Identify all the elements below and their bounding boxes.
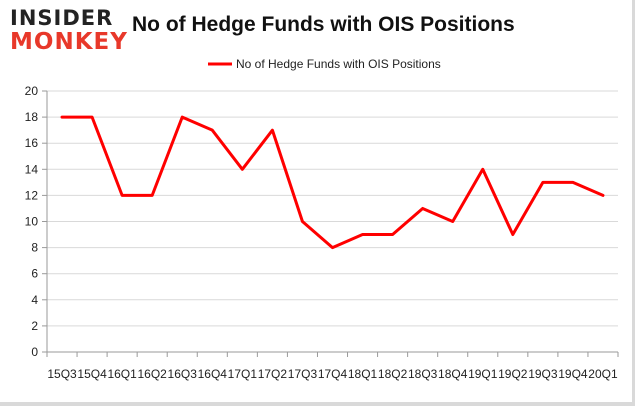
- x-axis-ticks: 15Q3 15Q4 16Q1 16Q2 16Q3 16Q4 17Q1 17Q2 17Q3 17Q4…: [46, 352, 619, 381]
- x-tick-label-19Q1: 19Q1: [468, 367, 498, 381]
- y-tick-label-8: 8: [31, 241, 38, 255]
- x-tick-label-19Q4: 19Q4: [558, 367, 588, 381]
- series-line-0: [60, 115, 605, 250]
- chart-title: No of Hedge Funds with OIS Positions: [132, 13, 515, 36]
- y-tick-label-6: 6: [31, 267, 38, 281]
- x-tick-label-17Q2: 17Q2: [258, 367, 288, 381]
- x-tick-label-17Q3: 17Q3: [288, 367, 318, 381]
- legend: No of Hedge Funds with OIS Positions: [208, 57, 441, 71]
- y-tick-label-4: 4: [31, 293, 38, 307]
- x-tick-label-16Q1: 16Q1: [107, 367, 137, 381]
- y-tick-label-12: 12: [25, 188, 39, 202]
- series-group: [60, 115, 605, 250]
- y-tick-label-16: 16: [25, 136, 39, 150]
- y-axis-ticks: 0 2 4 6 8 10 12 14 16 18 20: [25, 84, 47, 359]
- line-chart: 0 2 4 6 8 10 12 14 16 18 20 15Q3 15Q4 16Q1 16Q2 16Q3 16…: [25, 57, 619, 381]
- y-tick-label-18: 18: [25, 110, 39, 124]
- x-tick-label-16Q3: 16Q3: [168, 367, 198, 381]
- x-tick-label-16Q2: 16Q2: [138, 367, 168, 381]
- insider-monkey-logo: INSIDER MONKEY: [10, 6, 128, 56]
- x-tick-label-18Q2: 18Q2: [378, 367, 408, 381]
- x-tick-label-17Q4: 17Q4: [318, 367, 348, 381]
- y-tick-label-10: 10: [25, 215, 39, 229]
- x-tick-label-19Q3: 19Q3: [528, 367, 558, 381]
- x-tick-label-15Q4: 15Q4: [77, 367, 107, 381]
- x-tick-label-16Q4: 16Q4: [198, 367, 228, 381]
- logo-line-1: INSIDER: [10, 6, 114, 30]
- x-tick-label-17Q1: 17Q1: [228, 367, 258, 381]
- legend-label: No of Hedge Funds with OIS Positions: [236, 57, 441, 71]
- logo-line-2: MONKEY: [10, 29, 128, 55]
- x-tick-label-15Q3: 15Q3: [47, 367, 77, 381]
- x-tick-label-18Q4: 18Q4: [438, 367, 468, 381]
- y-tick-label-14: 14: [25, 162, 39, 176]
- y-tick-label-20: 20: [25, 84, 39, 98]
- x-tick-label-19Q2: 19Q2: [498, 367, 528, 381]
- gridlines: [47, 90, 618, 327]
- x-tick-label-18Q3: 18Q3: [408, 367, 438, 381]
- y-tick-label-0: 0: [31, 345, 38, 359]
- y-tick-label-2: 2: [31, 319, 38, 333]
- x-tick-label-20Q1: 20Q1: [588, 367, 618, 381]
- x-tick-label-18Q1: 18Q1: [348, 367, 378, 381]
- axes: [46, 91, 618, 353]
